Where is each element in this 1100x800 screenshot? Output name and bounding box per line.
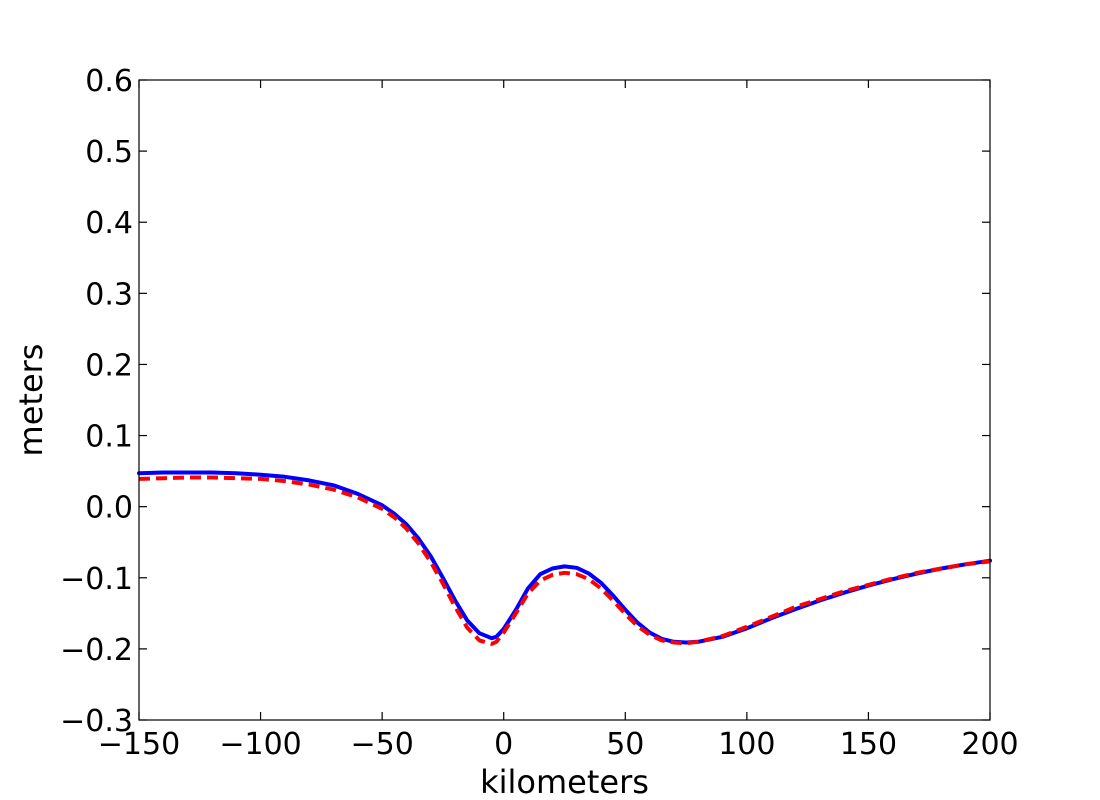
y-tick-label: 0.4 [85,206,133,241]
y-tick-label: 0.6 [85,64,133,99]
y-tick-label: −0.2 [60,633,133,668]
y-tick-label: −0.3 [60,704,133,739]
y-tick-label: 0.0 [85,491,133,526]
series-line-1 [137,470,992,645]
x-tick-label: 150 [840,727,897,762]
x-axis-label: kilometers [480,763,649,800]
x-tick-label: 200 [961,727,1018,762]
x-tick-label: −50 [350,727,413,762]
y-tick-label: 0.3 [85,277,133,312]
x-tick-label: 0 [494,727,513,762]
x-tick-label: −100 [219,727,301,762]
y-tick-label: 0.1 [85,420,133,455]
y-axis-label: meters [12,344,50,457]
tick-marks [138,79,991,721]
y-tick-label: −0.1 [60,562,133,597]
series-line-2 [138,475,991,646]
tick-labels: −150 −100 −50 0 50 100 150 200 −0.3 −0.2 −0.1 0.0 0.… [60,64,1018,762]
plot-frame [138,79,991,721]
x-tick-label: −150 [98,727,180,762]
series-lines [137,470,992,646]
x-tick-label: 100 [718,727,775,762]
x-tick-label: 50 [606,727,644,762]
y-tick-label: 0.2 [85,348,133,383]
y-tick-label: 0.5 [85,135,133,170]
